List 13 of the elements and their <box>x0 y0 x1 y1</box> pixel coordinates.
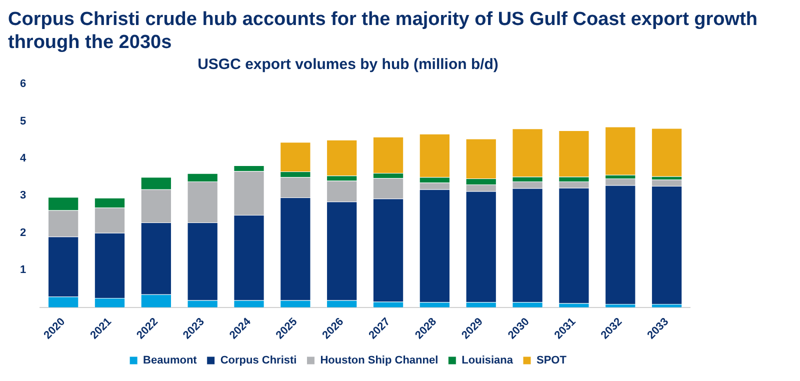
chart-subtitle: USGC export volumes by hub (million b/d) <box>198 56 498 74</box>
y-tick-label: 2 <box>20 226 26 239</box>
y-tick-label: 1 <box>20 264 26 276</box>
y-tick-label: 3 <box>20 190 26 202</box>
legend-label: Houston Ship Channel <box>320 354 438 367</box>
y-tick-label: 6 <box>20 78 26 90</box>
legend-label: Beaumont <box>143 354 198 367</box>
legend-label: Corpus Christi <box>220 354 297 367</box>
legend-label: SPOT <box>536 354 567 367</box>
y-tick-label: 5 <box>20 115 26 128</box>
chart-title: Corpus Christi crude hub accounts for the majority of US Gulf Coast export growth through the 2030s <box>8 8 758 54</box>
y-tick-label: 4 <box>20 152 27 164</box>
legend-label: Louisiana <box>462 354 514 367</box>
